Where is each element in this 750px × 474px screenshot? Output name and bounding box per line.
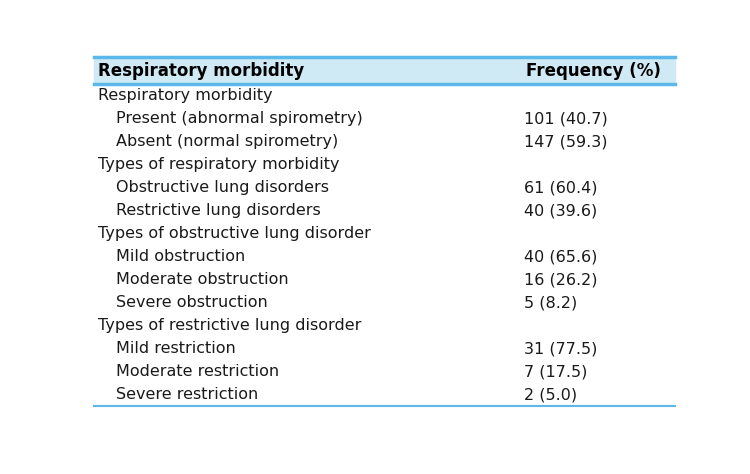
Text: 147 (59.3): 147 (59.3) xyxy=(524,134,608,149)
Bar xyxy=(94,268,675,291)
Text: Mild restriction: Mild restriction xyxy=(116,341,236,356)
Text: Mild obstruction: Mild obstruction xyxy=(116,249,245,264)
Text: 101 (40.7): 101 (40.7) xyxy=(524,111,608,126)
Bar xyxy=(94,199,675,222)
Bar xyxy=(94,360,675,383)
Text: 31 (77.5): 31 (77.5) xyxy=(524,341,597,356)
Text: Types of restrictive lung disorder: Types of restrictive lung disorder xyxy=(98,318,367,333)
Bar xyxy=(94,337,675,360)
Text: Absent (normal spirometry): Absent (normal spirometry) xyxy=(116,134,338,149)
Bar xyxy=(94,57,675,84)
Bar xyxy=(94,107,675,130)
Text: Moderate restriction: Moderate restriction xyxy=(116,364,279,379)
Text: 5 (8.2): 5 (8.2) xyxy=(524,295,578,310)
Text: Obstructive lung disorders: Obstructive lung disorders xyxy=(116,180,328,195)
Text: Respiratory morbidity: Respiratory morbidity xyxy=(98,88,273,103)
Text: Types of respiratory morbidity: Types of respiratory morbidity xyxy=(98,157,345,172)
Text: Respiratory morbidity: Respiratory morbidity xyxy=(98,62,304,80)
Text: 2 (5.0): 2 (5.0) xyxy=(524,387,577,402)
Text: Present (abnormal spirometry): Present (abnormal spirometry) xyxy=(116,111,362,126)
Text: 16 (26.2): 16 (26.2) xyxy=(524,272,597,287)
Bar xyxy=(94,383,675,406)
Bar xyxy=(94,153,675,176)
Bar xyxy=(94,176,675,199)
Text: Moderate obstruction: Moderate obstruction xyxy=(116,272,289,287)
Text: Types of obstructive lung disorder: Types of obstructive lung disorder xyxy=(98,226,376,241)
Bar xyxy=(94,245,675,268)
Text: 40 (39.6): 40 (39.6) xyxy=(524,203,597,218)
Bar xyxy=(94,84,675,107)
Text: Restrictive lung disorders: Restrictive lung disorders xyxy=(116,203,320,218)
Text: 7 (17.5): 7 (17.5) xyxy=(524,364,587,379)
Bar xyxy=(94,222,675,245)
Text: Severe restriction: Severe restriction xyxy=(116,387,258,402)
Text: 61 (60.4): 61 (60.4) xyxy=(524,180,597,195)
Bar xyxy=(94,291,675,314)
Text: Severe obstruction: Severe obstruction xyxy=(116,295,268,310)
Bar xyxy=(94,130,675,153)
Text: 40 (65.6): 40 (65.6) xyxy=(524,249,597,264)
Text: Frequency (%): Frequency (%) xyxy=(526,62,661,80)
Bar xyxy=(94,314,675,337)
